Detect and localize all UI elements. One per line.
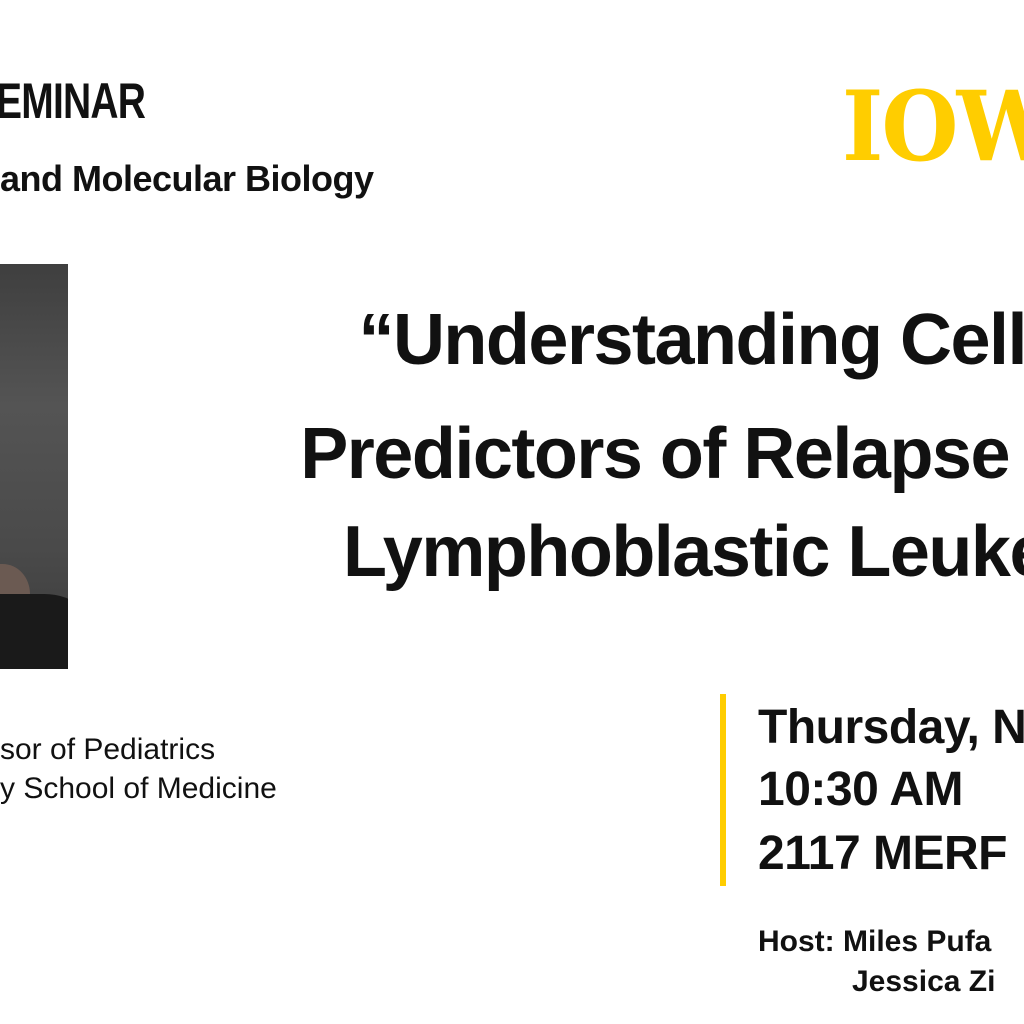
event-date: Thursday, N — [758, 701, 1024, 754]
host-line-1: Host: Miles Pufa — [758, 925, 992, 958]
event-time: 10:30 AM — [758, 763, 963, 816]
speaker-affiliation-line-2: y School of Medicine — [0, 772, 277, 805]
speaker-photo-clothing — [0, 594, 68, 669]
department-name: and Molecular Biology — [0, 158, 374, 199]
university-logo: IOW — [842, 70, 1024, 183]
details-accent-bar — [720, 694, 726, 886]
speaker-photo — [0, 264, 68, 669]
event-location: 2117 MERF — [758, 827, 1007, 880]
seminar-heading: EMINAR — [0, 73, 146, 129]
talk-title-line-3: Lymphoblastic Leuke — [343, 512, 1024, 592]
talk-title-line-2: Predictors of Relapse o — [300, 414, 1024, 494]
speaker-affiliation-line-1: sor of Pediatrics — [0, 733, 216, 766]
host-line-2: Jessica Zi — [852, 965, 996, 998]
talk-title-line-1: “Understanding Cell — [358, 300, 1024, 380]
